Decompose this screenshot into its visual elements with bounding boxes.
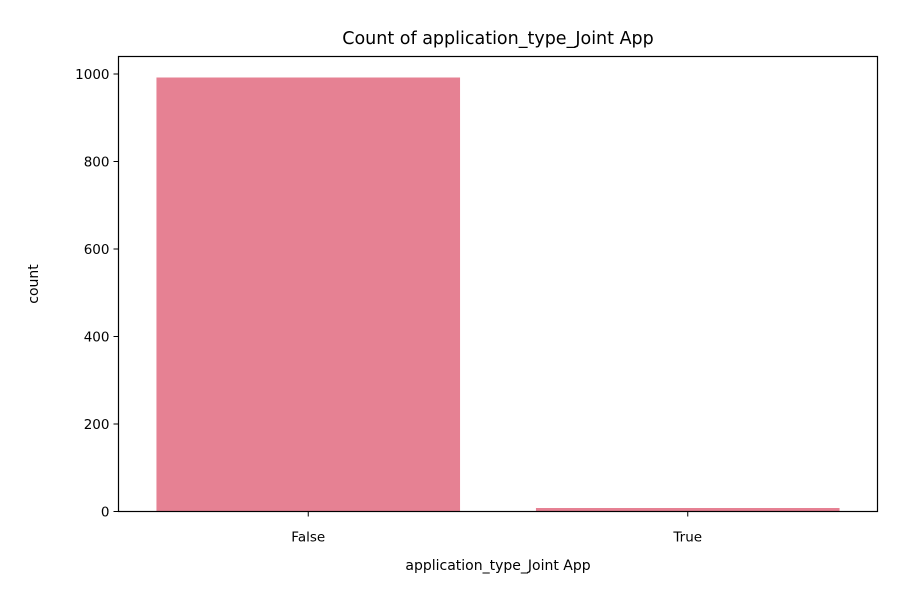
y-tick-label: 400 — [84, 330, 110, 346]
y-tick-label: 200 — [84, 417, 110, 433]
bar-false — [156, 77, 461, 512]
y-tick-label: 1000 — [75, 67, 109, 83]
y-tick-label: 0 — [101, 505, 110, 521]
x-axis-ticks: False True — [291, 511, 702, 546]
bars-group — [156, 77, 840, 512]
y-axis-ticks: 0 200 400 600 800 1000 — [75, 67, 119, 521]
y-axis-label: count — [26, 264, 42, 304]
x-tick-label: True — [672, 530, 702, 546]
y-tick-label: 800 — [84, 155, 110, 171]
chart-title: Count of application_type_Joint App — [342, 29, 654, 49]
y-tick-label: 600 — [84, 242, 110, 258]
plot-frame — [117, 55, 879, 513]
bar-true — [535, 508, 840, 512]
x-axis-label: application_type_Joint App — [405, 558, 590, 574]
x-tick-label: False — [291, 530, 325, 546]
